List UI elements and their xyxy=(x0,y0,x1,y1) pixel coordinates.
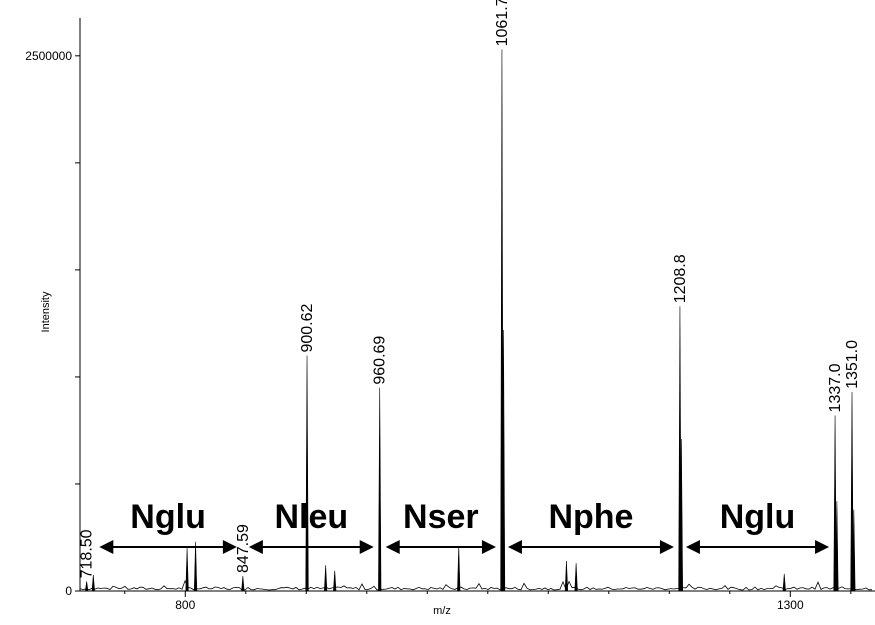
peak xyxy=(852,509,856,592)
peak xyxy=(85,581,89,592)
peak xyxy=(564,561,569,592)
y-tick-label: 2500000 xyxy=(25,49,72,63)
peak xyxy=(185,548,189,592)
peak-label: 847.59 xyxy=(235,524,252,573)
peak xyxy=(91,574,95,592)
annotation-label: Nglu xyxy=(130,498,206,536)
peak xyxy=(501,329,506,592)
peak-label: 1208.8 xyxy=(672,254,689,303)
annotation-arrowhead-left xyxy=(385,540,400,554)
annotation-arrowhead-right xyxy=(222,540,237,554)
x-axis-title: m/z xyxy=(433,605,451,617)
x-ticks: 800 1300 xyxy=(124,591,852,612)
peak xyxy=(324,565,328,592)
baseline-noise xyxy=(79,579,873,591)
annotation-label: Nglu xyxy=(720,498,796,536)
peak xyxy=(378,387,382,592)
y-axis-title: Intensity xyxy=(40,291,52,332)
peak xyxy=(305,355,309,592)
peak-label: 960.69 xyxy=(372,336,389,385)
x-tick-label: 800 xyxy=(175,598,195,612)
annotation-arrowhead-left xyxy=(507,540,522,554)
spectrum-peaks xyxy=(79,49,873,592)
annotation-label: Nleu xyxy=(274,498,348,536)
peak-label: 900.62 xyxy=(299,303,316,352)
y-ticks: 0 2500000 xyxy=(25,49,80,598)
annotation-arrowhead-right xyxy=(659,540,674,554)
annotation-arrowhead-left xyxy=(248,540,263,554)
annotation-arrowhead-left xyxy=(685,540,700,554)
peak xyxy=(333,570,337,592)
mass-difference-annotations: Nglu Nleu Nser Nphe Nglu xyxy=(99,498,830,554)
peak-label: 1351.0 xyxy=(844,340,861,389)
peak-label: 1061.7 xyxy=(494,0,511,46)
peak xyxy=(241,575,245,592)
axes xyxy=(79,18,875,592)
annotation-arrowhead-right xyxy=(481,540,496,554)
peak xyxy=(574,563,578,592)
peak xyxy=(457,546,461,592)
peak xyxy=(193,541,198,592)
annotation-arrowhead-left xyxy=(99,540,114,554)
x-tick-label: 1300 xyxy=(777,598,804,612)
peak xyxy=(835,501,839,592)
peak xyxy=(782,573,786,592)
peak xyxy=(850,391,854,592)
peak xyxy=(679,439,683,592)
annotation-arrowhead-right xyxy=(815,540,830,554)
y-tick-label: 0 xyxy=(65,584,72,598)
peak-label: 718.50 xyxy=(79,529,96,578)
annotation-label: Nphe xyxy=(548,498,633,536)
peak xyxy=(833,415,837,592)
peak-label: 1337.0 xyxy=(827,363,844,412)
peak-labels: 718.50 847.59 900.62 960.69 1061.7 1208.8 1337… xyxy=(79,0,861,578)
annotation-label: Nser xyxy=(403,498,479,536)
annotation-arrowhead-right xyxy=(359,540,374,554)
